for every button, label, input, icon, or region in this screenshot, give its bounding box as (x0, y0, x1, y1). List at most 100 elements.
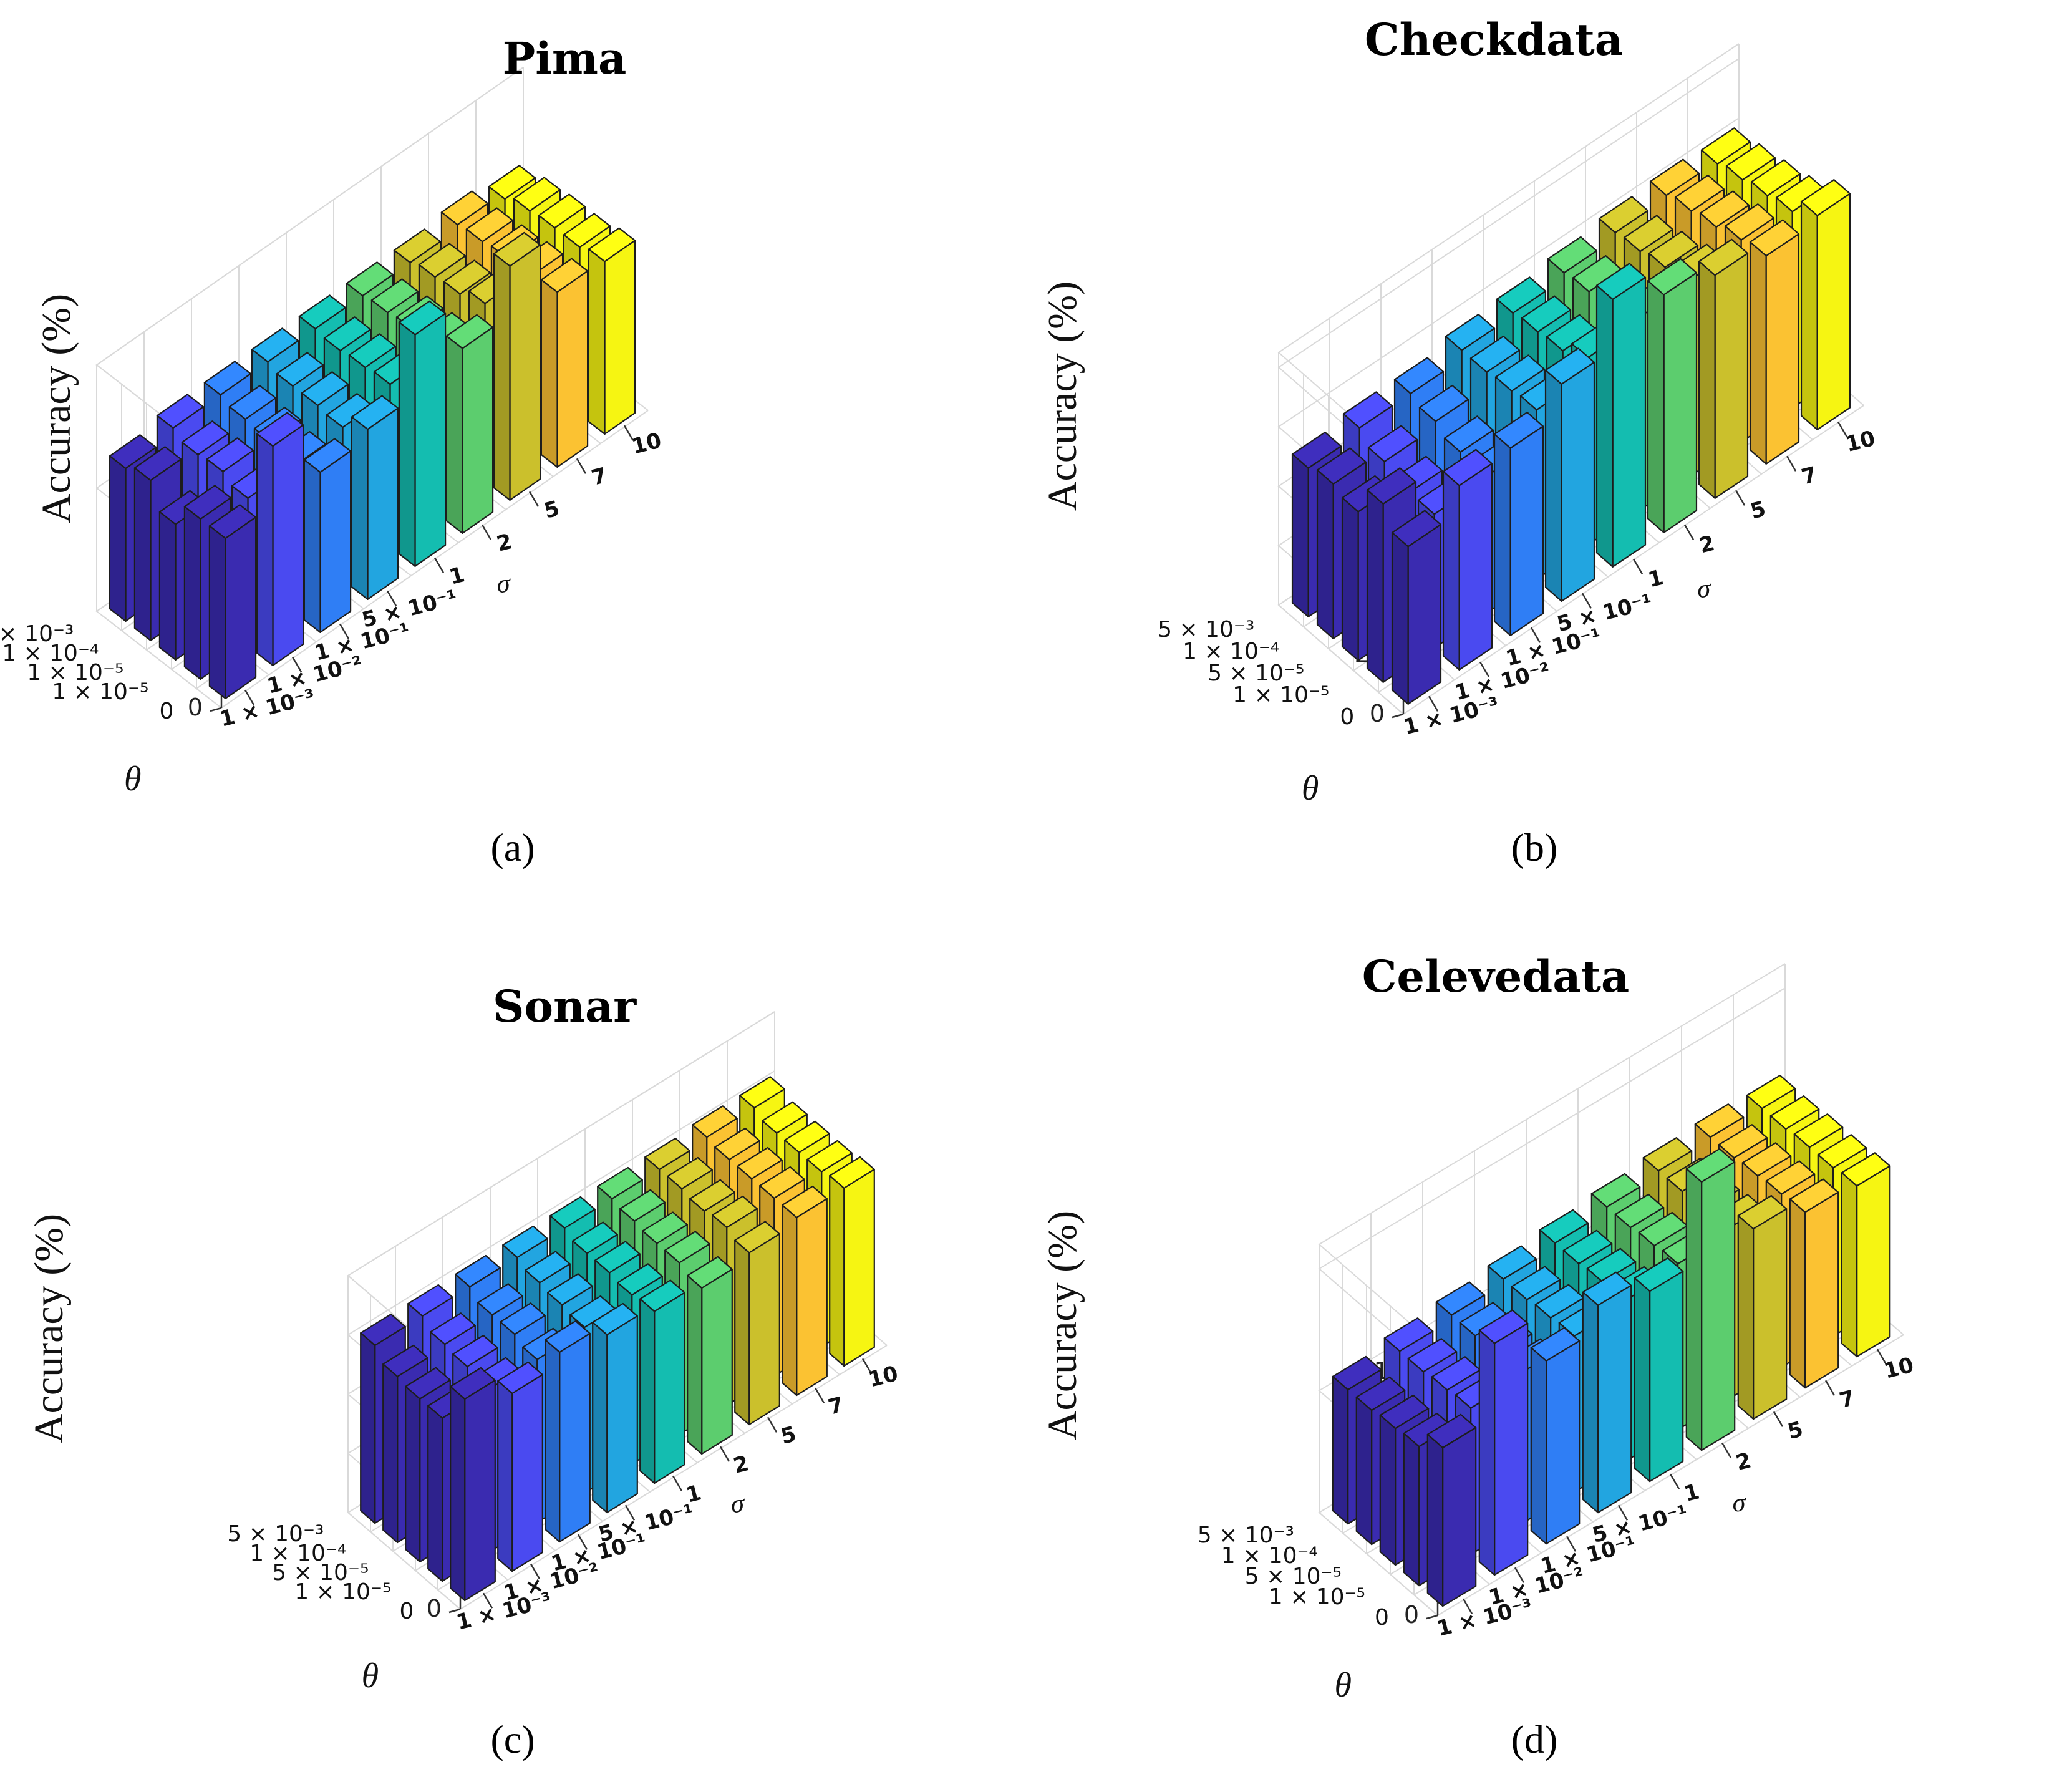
bar-front (1561, 361, 1595, 602)
z-tick-label: 0 (188, 694, 203, 721)
bar-side (1595, 284, 1614, 568)
panel-d-celevedata: 0501001 × 10⁻³1 × 10⁻²1 × 10⁻¹5 × 10⁻¹12… (1040, 951, 1916, 1761)
bar-side (734, 1239, 750, 1426)
bar-front (414, 312, 447, 568)
sigma-tick-mark (1837, 421, 1848, 437)
bar-side (1341, 497, 1359, 661)
panel-c-sonar: 0204060801 × 10⁻³1 × 10⁻²1 × 10⁻¹5 × 10⁻… (26, 980, 901, 1761)
sigma-tick-mark (1773, 1411, 1784, 1427)
panel-label: (c) (490, 1717, 535, 1761)
sigma-tick-mark (1514, 1567, 1525, 1583)
bar-side (545, 1339, 561, 1543)
bar-front (367, 407, 399, 601)
bar-front (1753, 1208, 1788, 1420)
bar-front (319, 450, 352, 634)
bar-theta0-sigma1 (1442, 448, 1493, 671)
bar-side (256, 433, 274, 667)
theta-tick-label: 1 × 10⁻⁴ (249, 1541, 346, 1566)
bar-side (1749, 241, 1767, 465)
sigma-tick-label: 2 (731, 1451, 752, 1479)
bar-side (303, 459, 321, 634)
bar-theta0-sigma2 (303, 438, 352, 634)
bar-side (1403, 1433, 1420, 1587)
bars (1332, 1074, 1891, 1607)
theta-tick-label: 0 (1375, 1605, 1389, 1630)
sigma-tick-mark (1566, 1536, 1577, 1552)
bar-front (1714, 253, 1749, 499)
theta-tick-label: 0 (159, 699, 173, 724)
bar-side (360, 1332, 376, 1524)
sigma-tick-mark (1462, 1598, 1473, 1614)
sigma-tick-label: 7 (1799, 462, 1819, 490)
bar-side (1647, 280, 1665, 533)
bar-theta0-sigma7 (782, 1185, 828, 1397)
bar-theta0-sigma0 (1391, 510, 1442, 705)
gridline (347, 1512, 461, 1610)
theta-tick-label: 5 × 10⁻³ (1158, 617, 1254, 642)
bar-front (701, 1268, 733, 1455)
sigma-tick-mark (1669, 1473, 1680, 1489)
sigma-tick-label: 10 (866, 1361, 901, 1392)
z-tick-mark (1426, 1614, 1438, 1620)
sigma-tick-mark (433, 557, 445, 573)
sigma-tick-mark (481, 524, 492, 540)
bar-side (1685, 1168, 1703, 1451)
panel-b-checkdata: 0204060801 × 10⁻³1 × 10⁻²1 × 10⁻¹5 × 10⁻… (1040, 14, 1878, 869)
sigma-tick-mark (1617, 1504, 1629, 1521)
sigma-tick-mark (767, 1416, 778, 1433)
bar-front (509, 244, 541, 501)
bar-side (450, 1386, 466, 1602)
bar-side (588, 248, 606, 435)
sigma-tick-mark (814, 1387, 825, 1403)
theta-axis-label: θ (124, 760, 142, 798)
sigma-tick-label: 5 (1748, 496, 1768, 525)
sigma-tick-mark (672, 1475, 683, 1491)
bar-side (109, 455, 127, 622)
bar-theta0-sigma6 (1737, 1194, 1788, 1420)
sigma-axis-label: σ (731, 1489, 745, 1518)
bar-front (1816, 193, 1851, 430)
bar-theta0-sigma3 (351, 395, 399, 601)
bar-side (398, 321, 416, 568)
sigma-tick-label: 7 (589, 463, 609, 491)
sigma-tick-mark (528, 491, 540, 507)
bar-side (1841, 1172, 1858, 1358)
bar-theta0-sigma0 (1426, 1413, 1477, 1607)
panel-label: (a) (490, 825, 535, 869)
theta-axis: 0 1 × 10⁻⁵5 × 10⁻⁵1 × 10⁻⁴5 × 10⁻³ θ (227, 1521, 414, 1695)
sigma-tick-mark (623, 425, 634, 441)
sigma-tick-label: 2 (1733, 1448, 1754, 1476)
bar-theta0-sigma1 (256, 412, 304, 667)
bar-side (1442, 470, 1460, 671)
bar-side (1366, 489, 1384, 683)
panel-a-pima: 0501001 × 10⁻³1 × 10⁻²1 × 10⁻¹5 × 10⁻¹12… (0, 32, 664, 869)
bar-side (639, 1298, 656, 1484)
bar-front (462, 326, 494, 535)
z-tick-label: 0 (1404, 1601, 1419, 1629)
bar-side (1544, 369, 1562, 602)
theta-axis: 0 1 × 10⁻⁵5 × 10⁻⁵1 × 10⁻⁴5 × 10⁻³ θ (1158, 617, 1354, 808)
theta-tick-label: 5 × 10⁻⁵ (272, 1560, 369, 1586)
z-axis-label: Accuracy (%) (1040, 281, 1085, 511)
sigma-tick-label: 1 (1645, 565, 1666, 593)
bar-side (1530, 1347, 1547, 1545)
bar-front (559, 1332, 591, 1543)
sigma-tick-mark (1721, 1442, 1732, 1458)
bar-front (1663, 272, 1698, 533)
theta-axis: 01 × 10⁻⁵1 × 10⁻⁵1 × 10⁻⁴5 × 10⁻³θ (0, 621, 173, 798)
sigma-tick-mark (1735, 490, 1746, 506)
bar-theta0-sigma5 (445, 314, 494, 535)
chart-title: Celevedata (1362, 951, 1630, 1002)
gridline (1278, 604, 1404, 715)
z-tick-mark (210, 707, 222, 712)
bar-theta0-sigma4 (1595, 263, 1647, 568)
sigma-tick-label: 10 (1843, 426, 1878, 457)
theta-axis: 0 1 × 10⁻⁵5 × 10⁻⁵1 × 10⁻⁴5 × 10⁻³ θ (1198, 1523, 1389, 1705)
theta-tick-label: 1 × 10⁻⁵ (27, 660, 123, 685)
bar-side (497, 1380, 513, 1572)
z-tick-label: 0 (1370, 700, 1385, 727)
bar-theta0-sigma2 (1530, 1327, 1581, 1545)
bar-side (829, 1174, 845, 1367)
sigma-tick-label: 5 (1785, 1416, 1806, 1445)
sigma-tick-mark (624, 1504, 636, 1521)
